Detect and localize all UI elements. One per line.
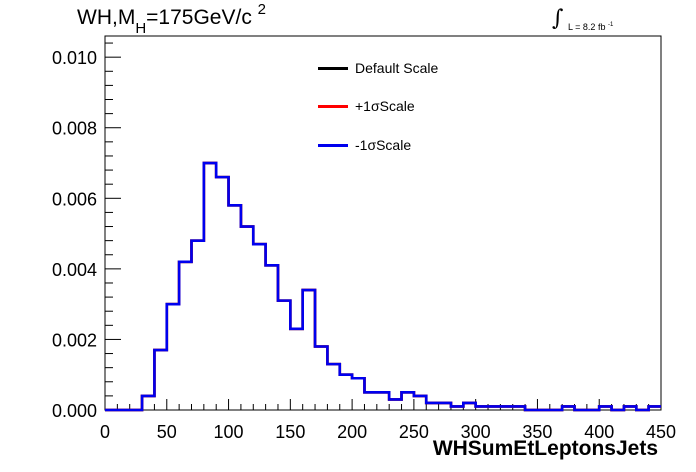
title-subscript: H <box>135 20 147 37</box>
y-tick-label: 0.008 <box>52 119 97 139</box>
series-line-1 <box>105 161 661 412</box>
legend-label-default: Default Scale <box>355 60 439 76</box>
y-tick-label: 0.000 <box>52 401 97 421</box>
title-main: WH,M <box>77 6 136 29</box>
x-tick-label: 50 <box>157 422 177 442</box>
legend-line-default <box>318 66 348 70</box>
series-line-2 <box>105 161 661 412</box>
legend-label-minus1sigma: -1σScale <box>355 137 412 153</box>
y-tick-label: 0.002 <box>52 330 97 350</box>
x-tick-label: 250 <box>399 422 429 442</box>
title-superscript: 2 <box>257 1 267 18</box>
legend-entry-minus1sigma: -1σScale <box>318 135 411 155</box>
x-axis-label: WHSumEtLeptonsJets <box>432 437 658 460</box>
series-layer <box>105 161 661 412</box>
legend-entry-default: Default Scale <box>318 58 438 78</box>
legend-line-minus1sigma <box>318 143 348 147</box>
y-tick-label: 0.004 <box>52 260 97 280</box>
legend-entry-plus1sigma: +1σScale <box>318 96 415 116</box>
luminosity-unit-exponent: -1 <box>607 22 614 28</box>
x-tick-label: 350 <box>522 422 552 442</box>
y-tick-label: 0.006 <box>52 189 97 209</box>
title-mid: =175GeV/c <box>146 6 252 29</box>
x-tick-label: 400 <box>584 422 614 442</box>
x-axis-ticks: 0 50 100 150 200 250 300 350 400 450 <box>100 399 676 442</box>
integral-symbol: ∫ <box>552 6 564 31</box>
x-tick-label: 200 <box>337 422 367 442</box>
x-tick-label: 450 <box>646 422 676 442</box>
legend-line-plus1sigma <box>318 104 348 108</box>
y-tick-label: 0.010 <box>52 48 97 68</box>
x-tick-label: 0 <box>100 422 110 442</box>
x-tick-label: 300 <box>461 422 491 442</box>
x-tick-label: 150 <box>275 422 305 442</box>
series-line-0 <box>105 161 661 412</box>
x-tick-label: 100 <box>214 422 244 442</box>
y-axis-ticks: 0.000 0.002 0.004 0.006 0.008 0.010 <box>52 42 121 421</box>
chart-title: WH,MH=175GeV/c 2 <box>77 1 266 37</box>
legend-label-plus1sigma: +1σScale <box>355 98 415 114</box>
plot-frame <box>104 35 662 411</box>
luminosity-text: L = 8.2 fb <box>568 22 606 32</box>
